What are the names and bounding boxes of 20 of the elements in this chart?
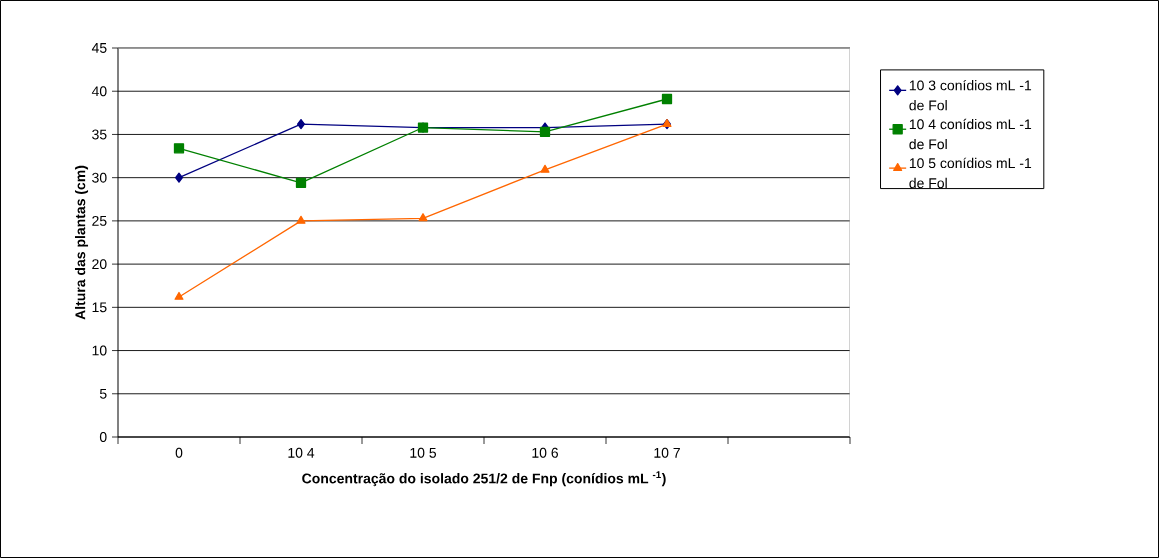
y-tick-label: 20 bbox=[92, 259, 107, 270]
legend-label: 10 3 conídios mL -1 de Fol bbox=[909, 79, 1032, 111]
x-tick-label: 10 7 bbox=[654, 447, 680, 458]
y-tick-label: 35 bbox=[92, 129, 107, 140]
x-tick-label: 0 bbox=[175, 447, 183, 458]
y-tick-label: 15 bbox=[92, 302, 107, 313]
y-tick-label: 25 bbox=[92, 215, 107, 226]
y-tick-label: 10 bbox=[92, 345, 107, 356]
x-tick-label: 10 4 bbox=[288, 447, 315, 458]
y-axis-title: Altura das plantas (cm) bbox=[74, 165, 89, 320]
y-tick-label: 30 bbox=[92, 172, 107, 183]
y-tick-label: 40 bbox=[91, 86, 107, 97]
y-tick-label: 45 bbox=[91, 43, 107, 53]
legend-label: 10 5 conídios mL -1 de Fol bbox=[909, 157, 1032, 189]
legend-label: 10 4 conídios mL -1 de Fol bbox=[909, 118, 1032, 150]
y-tick-label: 0 bbox=[99, 432, 107, 442]
x-tick-label: 10 6 bbox=[532, 447, 558, 458]
x-axis-title: Concentração do isolado 251/2 de Fnp (conídios mL $^{-1}$) bbox=[302, 471, 666, 487]
x-tick-label: 10 5 bbox=[410, 447, 437, 458]
y-tick-label: 5 bbox=[99, 388, 107, 399]
